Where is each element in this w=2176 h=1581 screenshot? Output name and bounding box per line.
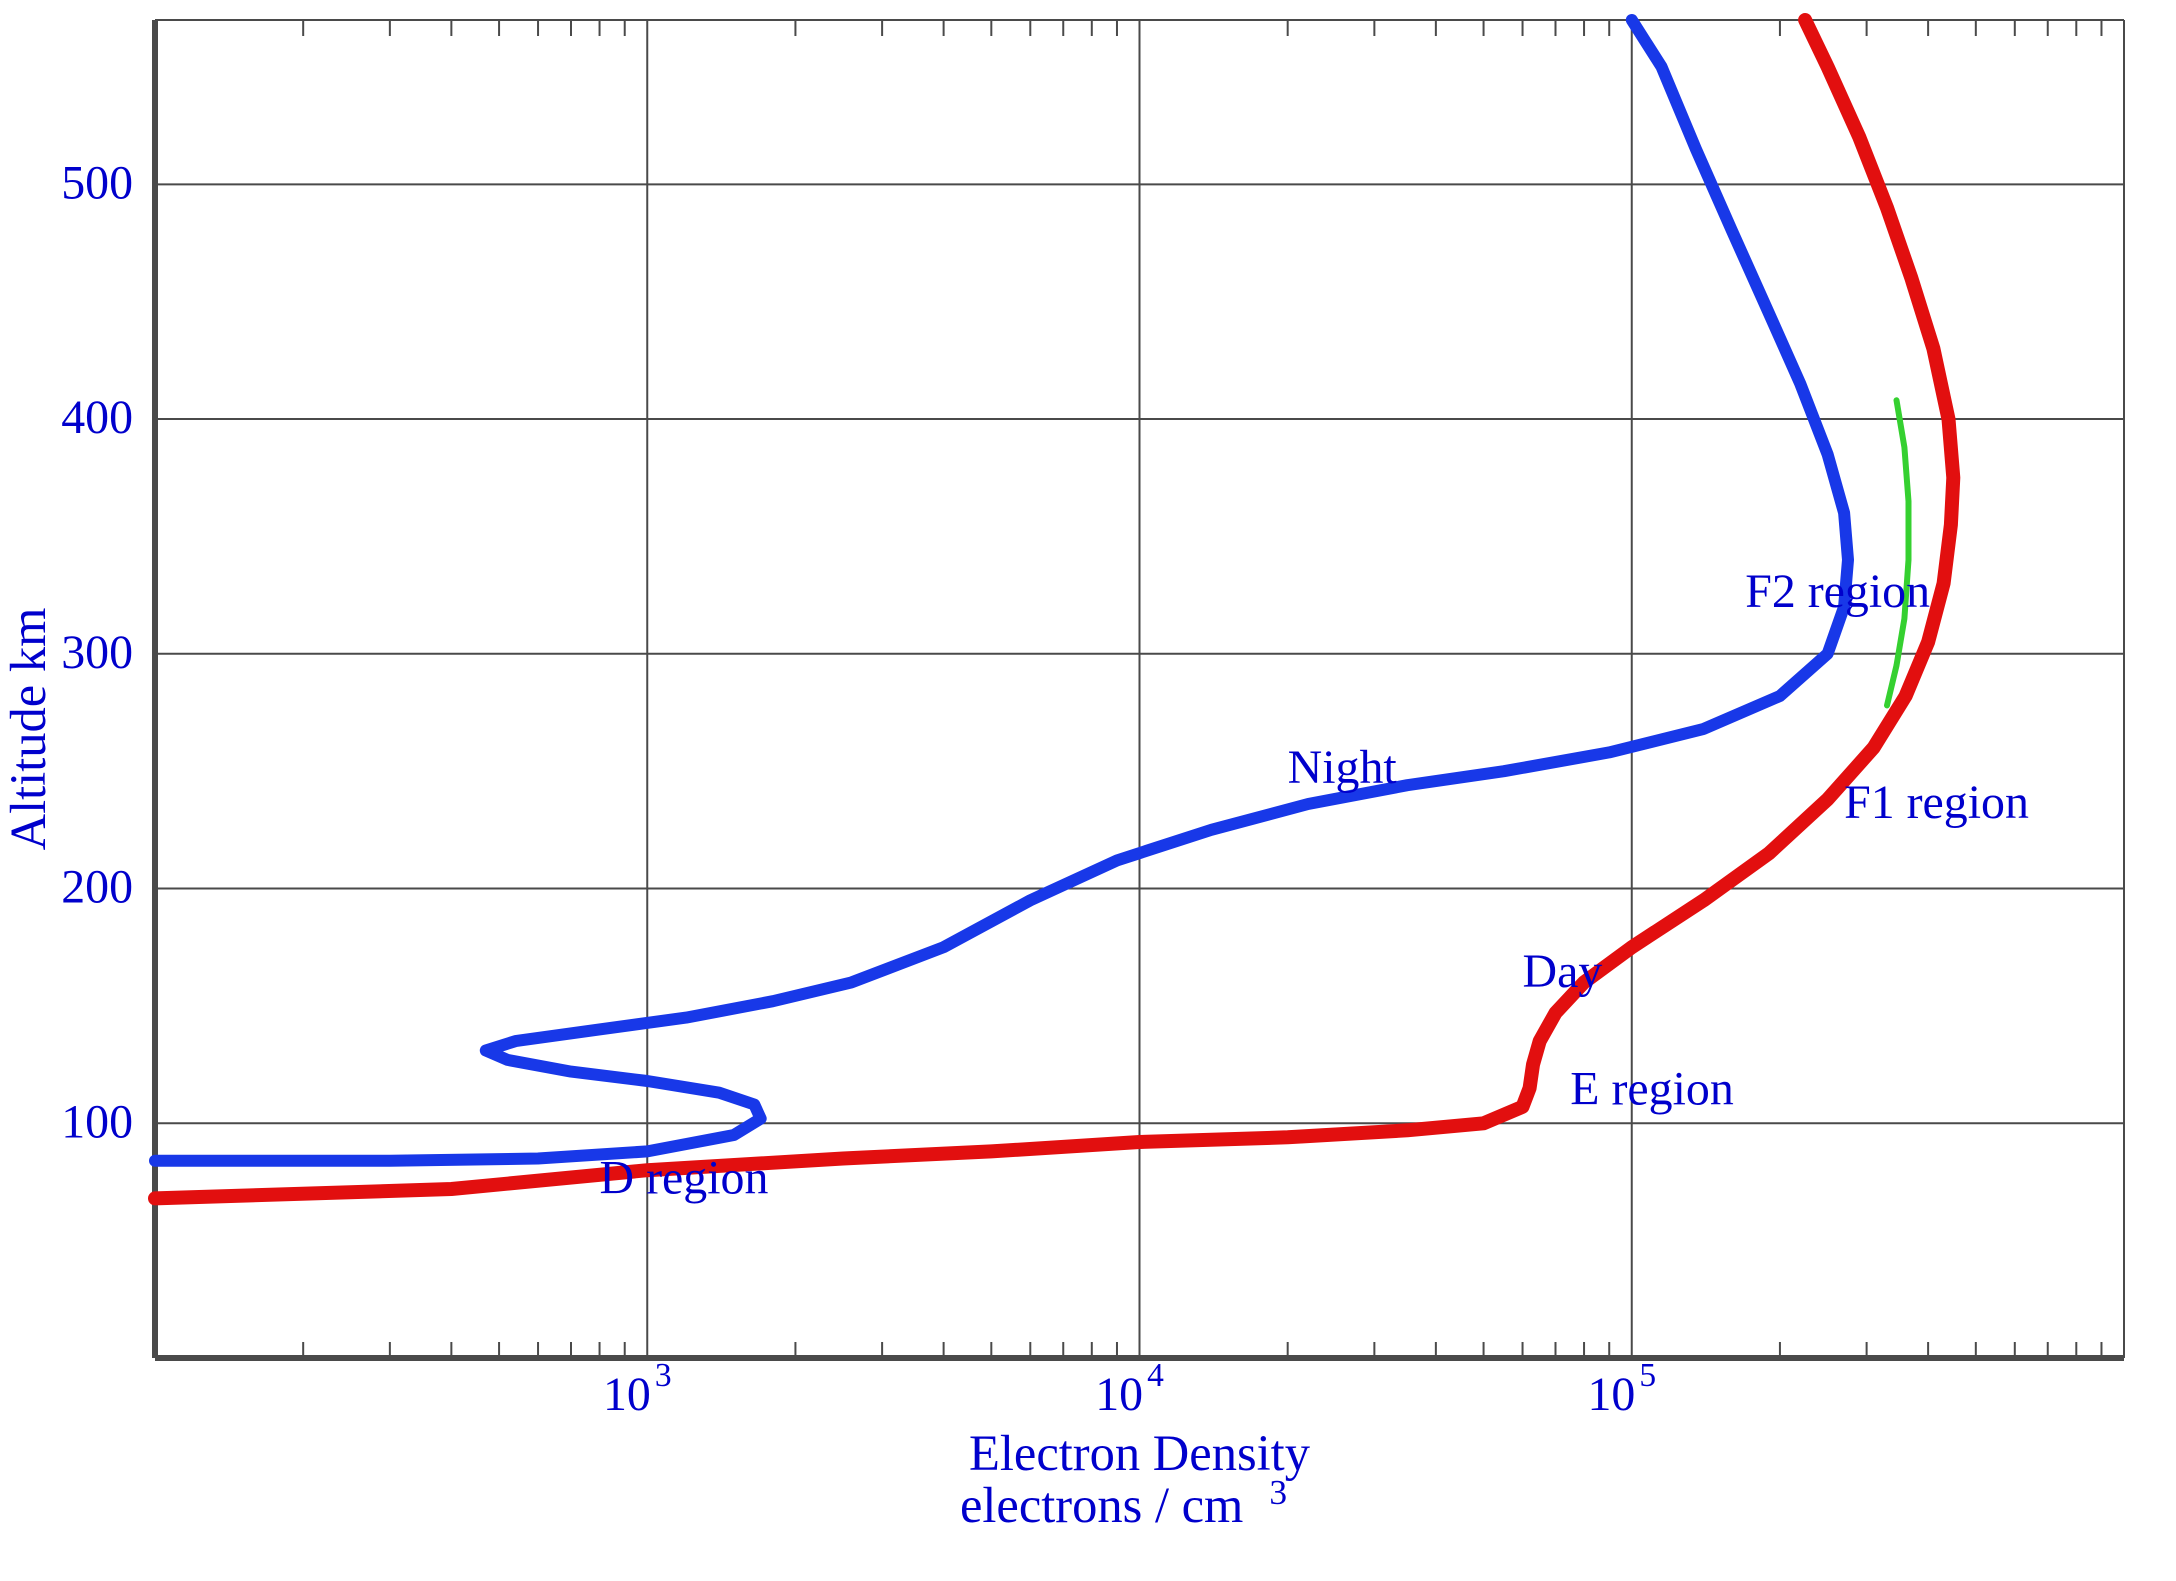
d-region-label: D region: [600, 1152, 769, 1205]
y-tick-label: 300: [61, 626, 133, 679]
y-axis-label: Altitude km: [0, 608, 56, 851]
ionosphere-electron-density-chart: 100200300400500103104105Electron Density…: [0, 0, 2176, 1581]
f1-region-label: F1 region: [1844, 776, 2029, 829]
chart-svg: 100200300400500103104105Electron Density…: [0, 0, 2176, 1581]
x-axis-sublabel: electrons / cm3: [960, 1472, 1287, 1533]
y-tick-label: 400: [61, 391, 133, 444]
night-label: Night: [1288, 741, 1398, 794]
x-axis-label: Electron Density: [969, 1425, 1311, 1481]
e-region-label: E region: [1570, 1062, 1734, 1115]
y-tick-label: 500: [61, 156, 133, 209]
y-tick-label: 200: [61, 861, 133, 914]
day-label: Day: [1523, 945, 1603, 998]
f2-region-label: F2 region: [1745, 565, 1930, 618]
y-tick-label: 100: [61, 1095, 133, 1148]
